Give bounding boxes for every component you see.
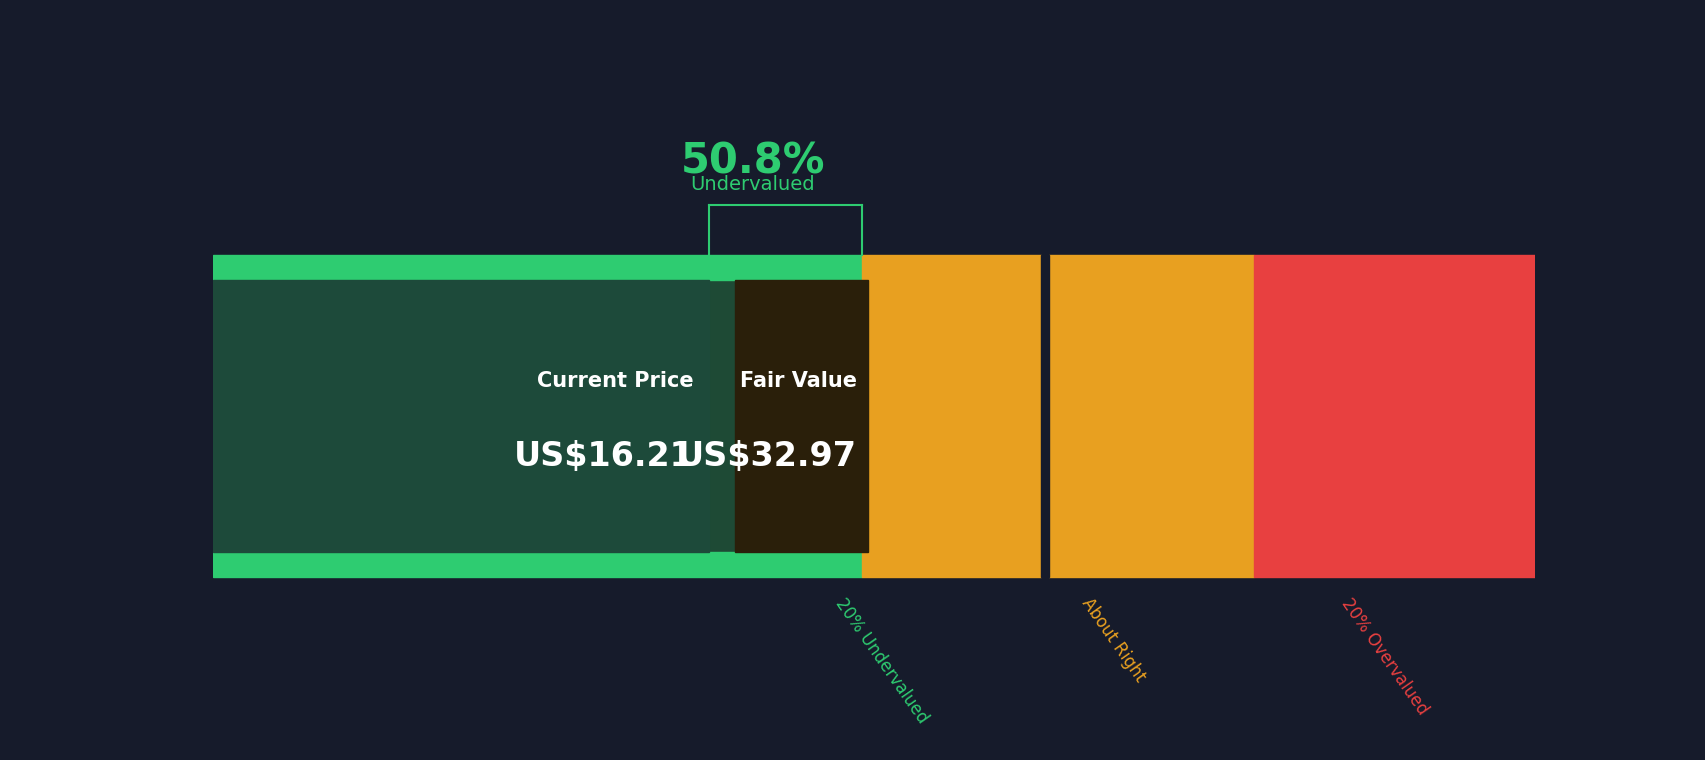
Bar <box>735 280 868 553</box>
Bar <box>213 553 863 577</box>
Text: Fair Value: Fair Value <box>740 371 856 391</box>
Text: About Right: About Right <box>1078 594 1147 685</box>
Text: US$16.21: US$16.21 <box>513 440 692 473</box>
Text: 20% Overvalued: 20% Overvalued <box>1337 594 1430 717</box>
Bar <box>1040 255 1049 577</box>
Bar <box>1049 255 1253 577</box>
Bar <box>213 280 863 553</box>
Bar <box>213 280 709 553</box>
Text: 20% Undervalued: 20% Undervalued <box>832 594 931 727</box>
Text: Undervalued: Undervalued <box>691 176 815 195</box>
Bar <box>1253 255 1534 577</box>
Text: Current Price: Current Price <box>537 371 692 391</box>
Bar <box>863 255 1040 577</box>
Text: US$32.97: US$32.97 <box>677 440 856 473</box>
Text: 50.8%: 50.8% <box>680 141 825 182</box>
Bar <box>213 255 863 280</box>
